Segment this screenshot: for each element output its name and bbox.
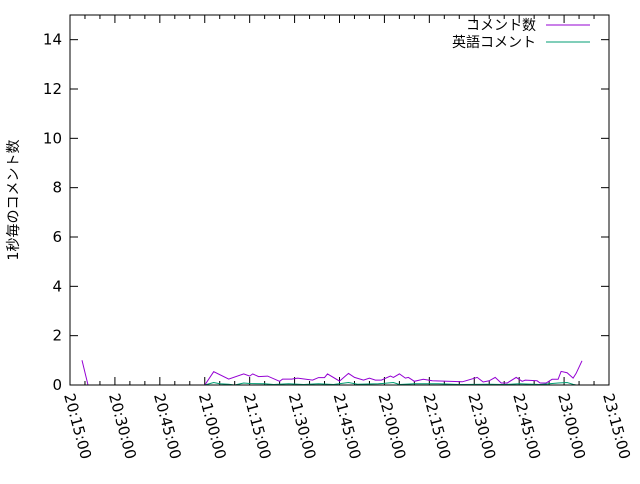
x-tick-label: 21:00:00 (195, 391, 230, 461)
x-tick-label: 21:45:00 (330, 391, 365, 461)
x-tick-label: 20:15:00 (60, 391, 95, 461)
y-tick-label: 14 (43, 31, 62, 49)
x-tick-label: 21:15:00 (240, 391, 275, 461)
x-tick-label: 23:00:00 (554, 391, 589, 461)
y-tick-label: 0 (52, 376, 62, 394)
y-tick-label: 12 (43, 80, 62, 98)
legend: コメント数 英語コメント (452, 18, 590, 51)
y-tick-label: 2 (52, 327, 62, 345)
x-tick-label: 22:45:00 (509, 391, 544, 461)
y-tick-label: 4 (52, 277, 62, 295)
x-tick-label: 20:45:00 (150, 391, 185, 461)
x-tick-label: 22:00:00 (375, 391, 410, 461)
y-axis-label: 1秒毎のコメント数 (6, 140, 22, 261)
x-tick-label: 20:30:00 (105, 391, 140, 461)
y-tick-label: 6 (52, 228, 62, 246)
series-line-1 (204, 381, 577, 386)
y-tick-label: 8 (52, 179, 62, 197)
y-tick-label: 10 (43, 129, 62, 147)
series-line-0 (81, 360, 583, 386)
plot-border (69, 14, 610, 386)
x-tick-label: 21:30:00 (285, 391, 320, 461)
legend-label-0: コメント数 (466, 18, 536, 34)
x-tick-label: 22:30:00 (464, 391, 499, 461)
x-tick-label: 23:15:00 (599, 391, 634, 461)
x-tick-label: 22:15:00 (419, 391, 454, 461)
legend-label-1: 英語コメント (452, 34, 536, 51)
